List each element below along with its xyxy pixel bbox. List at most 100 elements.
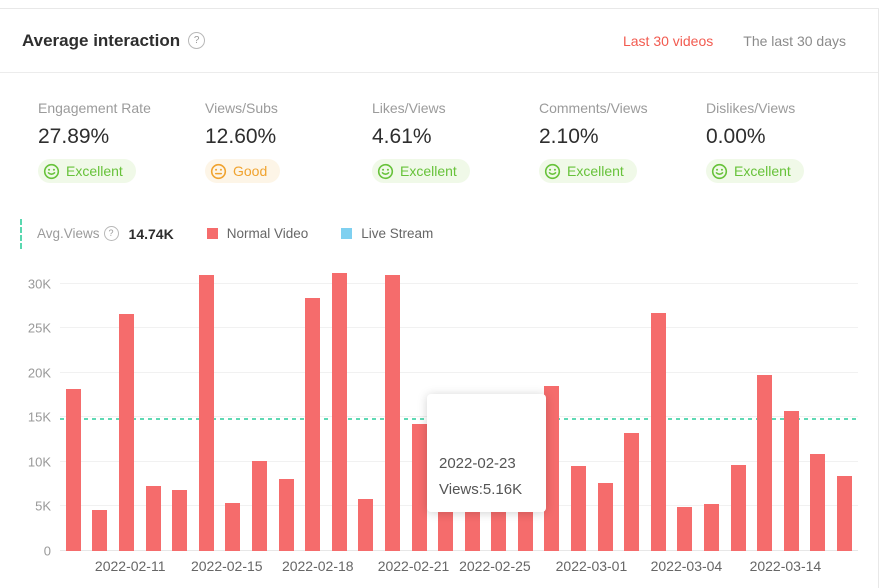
normal-video-swatch-icon (206, 228, 218, 239)
avg-views-text: Avg.Views (37, 226, 100, 241)
x-axis-label: 2022-03-14 (749, 558, 822, 574)
views-bar-20[interactable] (571, 465, 587, 551)
views-bar-26[interactable] (730, 464, 746, 551)
stats-row: Engagement Rate 27.89% Excellent Views/S… (0, 73, 878, 185)
smiley-face-icon (210, 163, 227, 179)
views-bar-6[interactable] (198, 274, 214, 551)
x-axis-label: 2022-03-04 (650, 558, 723, 574)
bar-slot (831, 266, 858, 551)
views-bar-9[interactable] (278, 478, 294, 551)
views-bar-13[interactable] (384, 274, 400, 551)
stat-engagement-rate: Engagement Rate 27.89% Excellent (38, 100, 205, 185)
stat-value: 0.00% (706, 125, 766, 148)
views-bar-16[interactable] (464, 505, 480, 551)
help-icon[interactable]: ? (103, 226, 119, 241)
legend-item-live-stream[interactable]: Live Stream (341, 226, 433, 241)
bar-slot (113, 266, 140, 551)
page-title-text: Average interaction (22, 30, 181, 50)
bar-slot (778, 266, 805, 551)
smiley-face-icon (544, 163, 561, 179)
views-bar-19[interactable] (544, 386, 560, 551)
views-bar-22[interactable] (624, 432, 640, 551)
smiley-face-icon (711, 163, 728, 179)
bar-slot (539, 266, 566, 551)
y-axis-tick: 15K (27, 409, 51, 425)
bar-slot (353, 266, 380, 551)
bar-slot (166, 266, 193, 551)
rating-text: Excellent (734, 163, 791, 179)
help-icon[interactable]: ? (188, 32, 206, 49)
tab-last-30-days[interactable]: The last 30 days (743, 32, 846, 49)
chart-legend: Avg.Views ? 14.74K Normal Video Live Str… (20, 218, 878, 250)
bars-container (60, 266, 858, 551)
chart-tooltip: 2022-02-23 Views:5.16K (427, 394, 546, 512)
bar-slot (565, 266, 592, 551)
y-axis-tick: 30K (27, 276, 51, 292)
x-axis-label: 2022-02-11 (94, 558, 166, 574)
views-bar-24[interactable] (677, 507, 693, 551)
stat-label: Comments/Views (539, 100, 648, 116)
rating-text: Good (233, 163, 268, 179)
views-bar-30[interactable] (837, 476, 853, 551)
views-bar-8[interactable] (251, 461, 267, 551)
tooltip-views: Views:5.16K (439, 480, 523, 498)
chart-plot: 2022-02-23 Views:5.16K 0 5K 10K 15K 20K 25K 30… (28, 266, 858, 574)
stat-label: Dislikes/Views (706, 100, 796, 116)
bar-slot (672, 266, 699, 551)
y-axis-tick: 10K (27, 454, 51, 470)
views-bar-28[interactable] (783, 411, 799, 551)
rating-badge: Excellent (38, 159, 136, 183)
views-bar-25[interactable] (704, 503, 720, 551)
views-bar-27[interactable] (757, 374, 773, 551)
x-axis-label: 2022-03-01 (555, 558, 628, 574)
tab-last-30-videos[interactable]: Last 30 videos (622, 32, 714, 49)
range-tabs: Last 30 videos The last 30 days (623, 33, 846, 49)
views-bar-11[interactable] (331, 273, 347, 551)
bar-slot (459, 266, 486, 551)
y-axis-tick: 0 (43, 543, 51, 559)
stat-value: 2.10% (539, 125, 599, 148)
bar-slot (299, 266, 326, 551)
avg-line-dash-icon (20, 218, 22, 249)
bar-slot (618, 266, 645, 551)
views-bar-14[interactable] (411, 423, 427, 551)
bar-slot (60, 266, 87, 551)
x-axis-label: 2022-02-21 (377, 558, 450, 574)
page-title: Average interaction ? (22, 30, 206, 51)
bar-slot (87, 266, 114, 551)
legend-item-normal-video[interactable]: Normal Video (206, 226, 309, 241)
views-bar-1[interactable] (65, 388, 81, 551)
views-bar-12[interactable] (358, 499, 374, 551)
y-axis-tick: 5K (35, 498, 51, 514)
stat-views-subs: Views/Subs 12.60% Good (205, 100, 372, 185)
rating-text: Excellent (66, 163, 123, 179)
bar-slot (193, 266, 220, 551)
stat-likes-views: Likes/Views 4.61% Excellent (372, 100, 539, 185)
x-axis-label: 2022-02-18 (281, 558, 354, 574)
stat-value: 4.61% (372, 125, 432, 148)
views-bar-7[interactable] (225, 502, 241, 551)
views-bar-29[interactable] (810, 453, 826, 551)
views-bar-21[interactable] (597, 483, 613, 551)
x-axis-label: 2022-02-15 (190, 558, 263, 574)
rating-badge: Excellent (539, 159, 637, 183)
legend-label: Normal Video (226, 226, 309, 241)
views-bar-2[interactable] (92, 510, 108, 551)
bar-slot (406, 266, 433, 551)
bar-slot (725, 266, 752, 551)
views-bar-4[interactable] (145, 485, 161, 551)
views-bar-23[interactable] (650, 313, 666, 551)
stat-label: Likes/Views (372, 100, 446, 116)
views-bar-5[interactable] (172, 489, 188, 551)
stat-value: 12.60% (205, 125, 277, 148)
bar-slot (246, 266, 273, 551)
bar-slot (645, 266, 672, 551)
gridline (60, 282, 858, 284)
rating-badge: Excellent (372, 159, 470, 183)
stat-comments-views: Comments/Views 2.10% Excellent (539, 100, 706, 185)
views-bar-3[interactable] (118, 314, 134, 551)
views-bar-10[interactable] (305, 298, 321, 551)
y-axis-tick: 25K (27, 320, 51, 336)
stat-label: Views/Subs (205, 100, 278, 116)
bar-slot (326, 266, 353, 551)
